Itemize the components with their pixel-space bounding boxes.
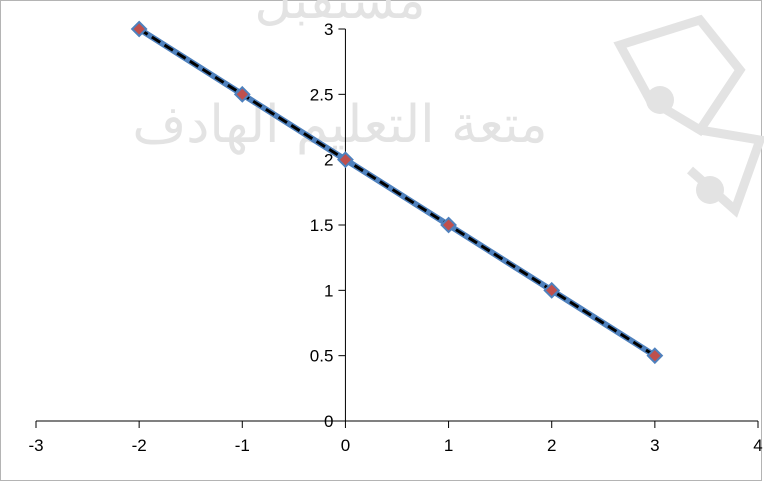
x-tick-label: -2 xyxy=(132,436,147,455)
x-tick-label: 4 xyxy=(753,436,762,455)
dashed-line xyxy=(138,27,656,357)
y-tick-label: 0.5 xyxy=(310,347,334,366)
y-tick-label: 1 xyxy=(324,281,333,300)
y-tick-label: 3 xyxy=(324,20,333,39)
x-tick-label: 2 xyxy=(547,436,556,455)
data-point-marker xyxy=(543,281,561,299)
data-point-marker xyxy=(233,85,251,103)
watermark: مستقبل متعة التعليم الهادف xyxy=(132,0,764,218)
y-tick-label: 2 xyxy=(324,151,333,170)
watermark-tagline: متعة التعليم الهادف xyxy=(132,95,547,155)
tick-labels: -3 -2 -1 0 1 2 3 4 0 0.5 1 1.5 2 2.5 3 xyxy=(28,20,762,455)
data-point-marker xyxy=(337,151,354,169)
data-point-marker xyxy=(646,347,664,365)
watermark-brand: مستقبل xyxy=(254,0,425,31)
watermark-logo xyxy=(613,14,764,218)
data-point-marker xyxy=(130,20,148,38)
x-tick-label: -1 xyxy=(235,436,250,455)
series-layer xyxy=(130,20,664,365)
axes xyxy=(35,28,759,428)
x-tick-label: 3 xyxy=(650,436,659,455)
x-tick-label: 0 xyxy=(341,436,350,455)
data-point-marker xyxy=(440,216,457,234)
y-tick-label: 2.5 xyxy=(310,85,334,104)
x-tick-label: 1 xyxy=(444,436,453,455)
x-tick-label: -3 xyxy=(28,436,43,455)
y-tick-label: 0 xyxy=(324,412,333,431)
y-tick-label: 1.5 xyxy=(310,216,334,235)
